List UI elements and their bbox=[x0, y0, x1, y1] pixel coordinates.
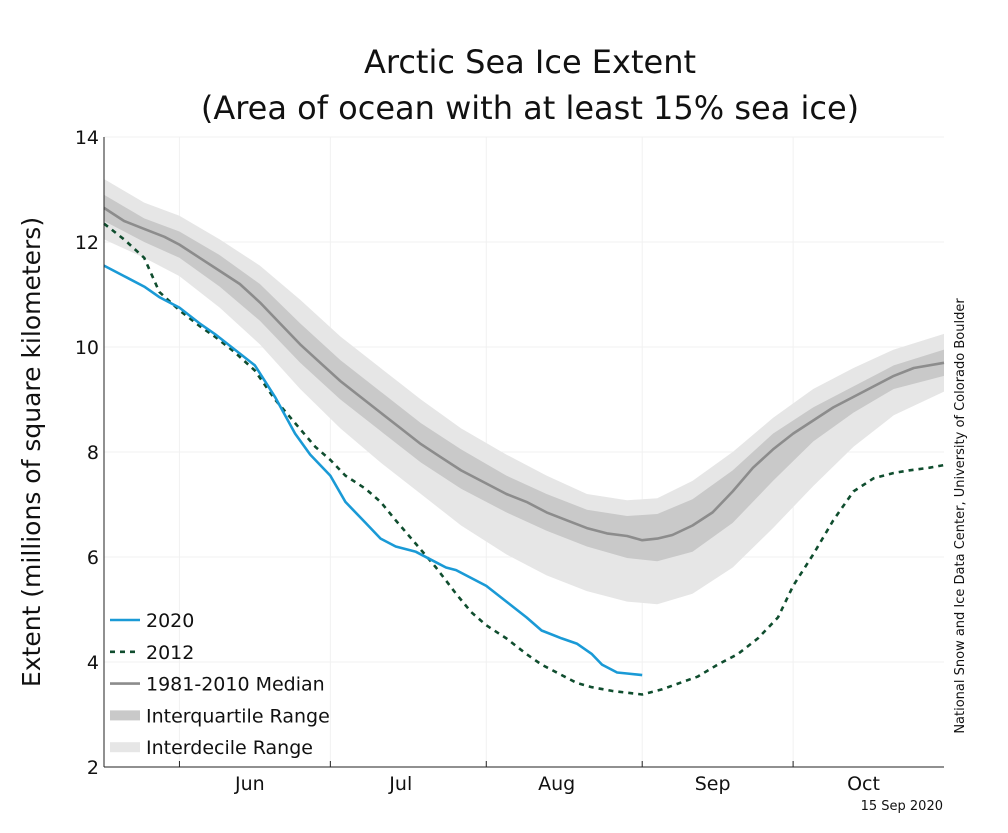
x-tick-label: Sep bbox=[695, 773, 731, 795]
series-line-1981-2010-median bbox=[103, 206, 945, 542]
y-tick-label: 10 bbox=[75, 337, 99, 359]
legend: 2020 2012 1981-2010 Median Interquartile Ra… bbox=[110, 610, 330, 759]
y-tick-label: 14 bbox=[75, 127, 99, 149]
series-line-2020 bbox=[103, 264, 643, 677]
y-tick-label: 12 bbox=[75, 232, 99, 254]
y-tick-label: 4 bbox=[87, 652, 99, 674]
date-stamp: 15 Sep 2020 bbox=[861, 799, 943, 814]
y-tick-label: 6 bbox=[87, 547, 99, 569]
x-tick-label: Jul bbox=[388, 773, 412, 795]
series-line-2012 bbox=[103, 222, 945, 696]
legend-swatch-interquartile-range bbox=[110, 710, 140, 721]
range-bands bbox=[104, 179, 944, 605]
legend-label-2020: 2020 bbox=[146, 610, 194, 632]
band-interdecile-range bbox=[104, 179, 944, 605]
y-tick-label: 8 bbox=[87, 442, 99, 464]
series-lines bbox=[103, 206, 945, 696]
legend-label-1981-2010-median: 1981-2010 Median bbox=[146, 674, 325, 696]
x-tick-labels: Jun Jul Aug Sep Oct bbox=[234, 773, 880, 795]
y-tick-labels: 2 4 6 8 10 12 14 bbox=[75, 127, 99, 779]
chart-title: Arctic Sea Ice Extent bbox=[364, 43, 696, 81]
y-tick-label: 2 bbox=[87, 757, 99, 779]
legend-label-interdecile-range: Interdecile Range bbox=[146, 737, 313, 759]
chart-subtitle: (Area of ocean with at least 15% sea ice… bbox=[201, 89, 859, 127]
legend-label-interquartile-range: Interquartile Range bbox=[146, 705, 330, 727]
x-tick-label: Aug bbox=[538, 773, 575, 795]
credit-text: National Snow and Ice Data Center, Unive… bbox=[953, 298, 968, 734]
x-tick-label: Oct bbox=[847, 773, 880, 795]
band-interquartile-range bbox=[104, 194, 944, 562]
x-tick-label: Jun bbox=[234, 773, 265, 795]
legend-swatch-interdecile-range bbox=[110, 742, 140, 753]
legend-label-2012: 2012 bbox=[146, 642, 194, 664]
axes bbox=[103, 137, 944, 768]
grid bbox=[104, 136, 944, 768]
y-axis-label: Extent (millions of square kilometers) bbox=[17, 217, 46, 687]
